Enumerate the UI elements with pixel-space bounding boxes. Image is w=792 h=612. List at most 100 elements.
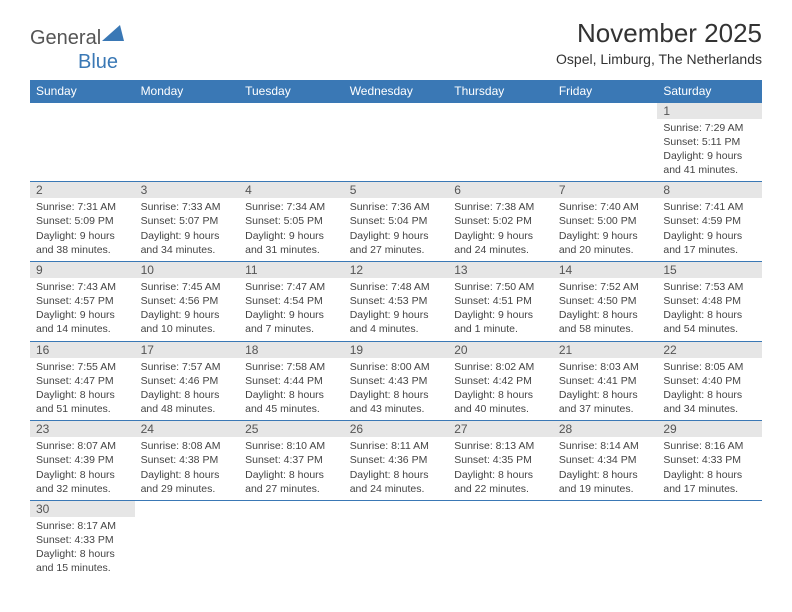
daylight-text: Daylight: 8 hours [36, 468, 129, 482]
title-block: November 2025 Ospel, Limburg, The Nether… [556, 18, 762, 67]
daylight-text: Daylight: 8 hours [245, 468, 338, 482]
day-number-cell [135, 103, 240, 119]
sunrise-text: Sunrise: 7:41 AM [663, 200, 756, 214]
sunrise-text: Sunrise: 7:52 AM [559, 280, 652, 294]
weekday-header: Saturday [657, 80, 762, 103]
sunrise-text: Sunrise: 7:43 AM [36, 280, 129, 294]
day-number-cell: 25 [239, 421, 344, 438]
daylight-text: Daylight: 9 hours [559, 229, 652, 243]
sunrise-text: Sunrise: 7:36 AM [350, 200, 443, 214]
daylight-text2: and 27 minutes. [245, 482, 338, 496]
weekday-header-row: Sunday Monday Tuesday Wednesday Thursday… [30, 80, 762, 103]
day-number-cell [30, 103, 135, 119]
daynum-row: 30 [30, 500, 762, 517]
daylight-text2: and 38 minutes. [36, 243, 129, 257]
sunrise-text: Sunrise: 7:55 AM [36, 360, 129, 374]
sunrise-text: Sunrise: 8:17 AM [36, 519, 129, 533]
day-content-cell [344, 517, 449, 580]
content-row: Sunrise: 7:55 AMSunset: 4:47 PMDaylight:… [30, 358, 762, 421]
calendar-table: Sunday Monday Tuesday Wednesday Thursday… [30, 80, 762, 580]
daylight-text2: and 48 minutes. [141, 402, 234, 416]
daylight-text2: and 32 minutes. [36, 482, 129, 496]
daynum-row: 23242526272829 [30, 421, 762, 438]
day-number-cell [553, 500, 658, 517]
day-content-cell: Sunrise: 7:52 AMSunset: 4:50 PMDaylight:… [553, 278, 658, 341]
sunset-text: Sunset: 5:05 PM [245, 214, 338, 228]
day-content-cell: Sunrise: 7:55 AMSunset: 4:47 PMDaylight:… [30, 358, 135, 421]
sunrise-text: Sunrise: 7:40 AM [559, 200, 652, 214]
day-content-cell [344, 119, 449, 182]
daylight-text: Daylight: 8 hours [454, 468, 547, 482]
day-content-cell [239, 517, 344, 580]
daylight-text: Daylight: 8 hours [350, 468, 443, 482]
day-number-cell: 30 [30, 500, 135, 517]
sunrise-text: Sunrise: 8:13 AM [454, 439, 547, 453]
day-number-cell [553, 103, 658, 119]
day-number-cell: 24 [135, 421, 240, 438]
day-number-cell: 26 [344, 421, 449, 438]
day-number-cell: 14 [553, 261, 658, 278]
sunrise-text: Sunrise: 7:31 AM [36, 200, 129, 214]
day-content-cell [135, 517, 240, 580]
day-number-cell: 4 [239, 182, 344, 199]
day-content-cell: Sunrise: 7:48 AMSunset: 4:53 PMDaylight:… [344, 278, 449, 341]
day-content-cell [135, 119, 240, 182]
sunset-text: Sunset: 4:57 PM [36, 294, 129, 308]
daylight-text: Daylight: 9 hours [454, 308, 547, 322]
sunrise-text: Sunrise: 7:50 AM [454, 280, 547, 294]
weekday-header: Friday [553, 80, 658, 103]
day-content-cell [553, 517, 658, 580]
sunset-text: Sunset: 4:48 PM [663, 294, 756, 308]
day-number-cell [448, 500, 553, 517]
day-number-cell: 1 [657, 103, 762, 119]
day-number-cell: 29 [657, 421, 762, 438]
sunset-text: Sunset: 4:33 PM [663, 453, 756, 467]
day-number-cell: 20 [448, 341, 553, 358]
day-number-cell [657, 500, 762, 517]
daylight-text: Daylight: 9 hours [663, 229, 756, 243]
sunset-text: Sunset: 4:37 PM [245, 453, 338, 467]
daylight-text: Daylight: 8 hours [454, 388, 547, 402]
sunset-text: Sunset: 4:41 PM [559, 374, 652, 388]
sunset-text: Sunset: 4:42 PM [454, 374, 547, 388]
day-content-cell: Sunrise: 8:17 AMSunset: 4:33 PMDaylight:… [30, 517, 135, 580]
sunset-text: Sunset: 4:54 PM [245, 294, 338, 308]
day-number-cell: 16 [30, 341, 135, 358]
daylight-text2: and 10 minutes. [141, 322, 234, 336]
daylight-text2: and 29 minutes. [141, 482, 234, 496]
location: Ospel, Limburg, The Netherlands [556, 51, 762, 67]
day-number-cell: 21 [553, 341, 658, 358]
day-number-cell [239, 500, 344, 517]
day-number-cell [135, 500, 240, 517]
sunset-text: Sunset: 4:43 PM [350, 374, 443, 388]
day-number-cell: 7 [553, 182, 658, 199]
daynum-row: 2345678 [30, 182, 762, 199]
daylight-text: Daylight: 8 hours [350, 388, 443, 402]
day-content-cell [553, 119, 658, 182]
day-number-cell: 28 [553, 421, 658, 438]
daylight-text: Daylight: 9 hours [350, 308, 443, 322]
day-content-cell: Sunrise: 8:11 AMSunset: 4:36 PMDaylight:… [344, 437, 449, 500]
daylight-text2: and 41 minutes. [663, 163, 756, 177]
sunset-text: Sunset: 4:50 PM [559, 294, 652, 308]
day-number-cell: 11 [239, 261, 344, 278]
daynum-row: 16171819202122 [30, 341, 762, 358]
sunset-text: Sunset: 4:33 PM [36, 533, 129, 547]
day-number-cell: 17 [135, 341, 240, 358]
day-content-cell: Sunrise: 7:58 AMSunset: 4:44 PMDaylight:… [239, 358, 344, 421]
day-number-cell [448, 103, 553, 119]
content-row: Sunrise: 7:31 AMSunset: 5:09 PMDaylight:… [30, 198, 762, 261]
day-content-cell [448, 517, 553, 580]
day-number-cell: 22 [657, 341, 762, 358]
daylight-text2: and 15 minutes. [36, 561, 129, 575]
daylight-text: Daylight: 9 hours [663, 149, 756, 163]
day-content-cell: Sunrise: 7:31 AMSunset: 5:09 PMDaylight:… [30, 198, 135, 261]
daylight-text2: and 4 minutes. [350, 322, 443, 336]
day-content-cell: Sunrise: 7:38 AMSunset: 5:02 PMDaylight:… [448, 198, 553, 261]
daynum-row: 9101112131415 [30, 261, 762, 278]
daylight-text2: and 24 minutes. [350, 482, 443, 496]
day-content-cell: Sunrise: 7:36 AMSunset: 5:04 PMDaylight:… [344, 198, 449, 261]
day-content-cell: Sunrise: 7:45 AMSunset: 4:56 PMDaylight:… [135, 278, 240, 341]
weekday-header: Tuesday [239, 80, 344, 103]
sunset-text: Sunset: 4:46 PM [141, 374, 234, 388]
